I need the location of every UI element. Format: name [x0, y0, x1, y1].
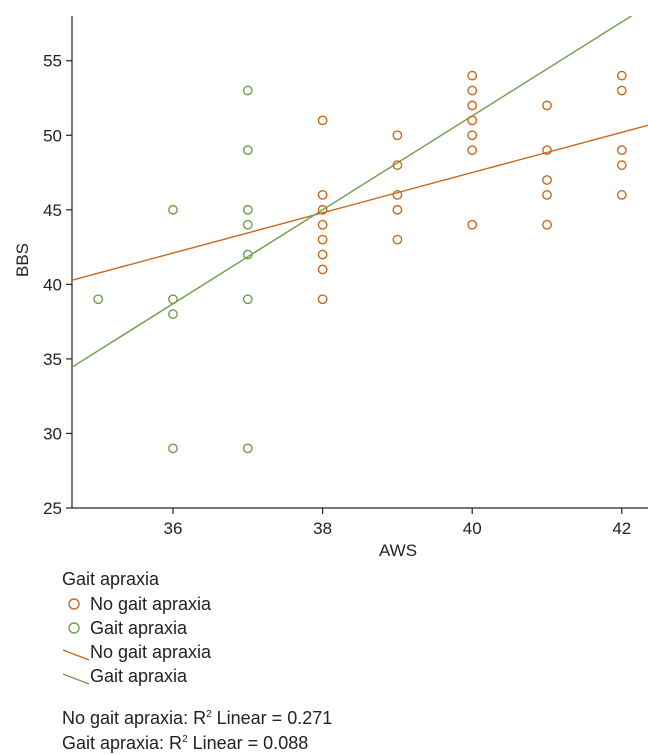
legend-title-text: Gait apraxia [62, 569, 160, 589]
point-no-gait-apraxia [317, 249, 328, 260]
plot-area: 25 30 35 40 45 50 55 36 38 40 42 [43, 16, 648, 538]
legend: Gait apraxia No gait apraxia Gait apraxi… [62, 566, 211, 688]
point-no-gait-apraxia [317, 264, 328, 275]
point-no-gait-apraxia [542, 145, 552, 156]
point-no-gait-apraxia [317, 219, 328, 230]
fit-notes: No gait apraxia: R2 Linear = 0.271 Gait … [62, 704, 332, 754]
point-gait-apraxia [242, 85, 253, 96]
fit-line-gait-apraxia [72, 16, 633, 368]
point-no-gait-apraxia [392, 190, 403, 200]
point-no-gait-apraxia [542, 219, 552, 230]
y-tick-label: 40 [43, 275, 62, 294]
green-circle-icon [68, 622, 80, 634]
y-tick-label: 25 [43, 499, 62, 518]
point-gait-apraxia [168, 443, 178, 454]
point-no-gait-apraxia [467, 145, 478, 156]
legend-label: No gait apraxia [90, 642, 212, 662]
x-axis-title: AWS [379, 541, 417, 560]
point-no-gait-apraxia [392, 160, 403, 170]
y-tick-label: 35 [43, 350, 62, 369]
point-no-gait-apraxia [392, 130, 403, 141]
point-no-gait-apraxia [467, 115, 478, 126]
legend-item-no-gait-line: No gait apraxia [62, 640, 211, 664]
x-tick-label: 42 [612, 519, 631, 538]
point-gait-apraxia [168, 294, 178, 305]
legend-item-no-gait-marker: No gait apraxia [62, 592, 211, 616]
y-tick-label: 45 [43, 201, 62, 220]
point-no-gait-apraxia [317, 115, 328, 126]
x-tick-label: 36 [164, 519, 183, 538]
fit-note-text: Linear = 0.088 [187, 733, 309, 753]
point-gait-apraxia [242, 145, 253, 156]
legend-item-gait-marker: Gait apraxia [62, 616, 211, 640]
point-no-gait-apraxia [317, 190, 328, 200]
point-no-gait-apraxia [616, 190, 627, 200]
y-tick-label: 55 [43, 52, 62, 71]
point-no-gait-apraxia [467, 70, 478, 81]
x-tick-label: 38 [313, 519, 332, 538]
fit-note-text: Gait apraxia: R [62, 733, 183, 753]
point-gait-apraxia [242, 204, 253, 215]
scatter-chart: 25 30 35 40 45 50 55 36 38 40 42 AWS BBS [13, 16, 648, 560]
point-no-gait-apraxia [542, 190, 552, 200]
point-no-gait-apraxia [392, 204, 403, 215]
fit-note-no-gait: No gait apraxia: R2 Linear = 0.271 [62, 704, 332, 729]
y-axis-title: BBS [13, 243, 32, 277]
orange-line-icon [62, 649, 90, 661]
fit-line-no-gait-apraxia [72, 124, 648, 281]
point-no-gait-apraxia [616, 70, 627, 81]
point-no-gait-apraxia [542, 100, 552, 111]
legend-title: Gait apraxia [62, 566, 211, 592]
fit-note-gait: Gait apraxia: R2 Linear = 0.088 [62, 729, 332, 754]
point-no-gait-apraxia [392, 234, 403, 245]
fit-note-sup: 2 [206, 709, 212, 720]
legend-label: Gait apraxia [90, 618, 188, 638]
point-no-gait-apraxia [616, 85, 627, 96]
legend-item-gait-line: Gait apraxia [62, 664, 211, 688]
legend-label: No gait apraxia [90, 594, 212, 614]
point-no-gait-apraxia [467, 130, 478, 141]
point-gait-apraxia [242, 443, 253, 454]
legend-label: Gait apraxia [90, 666, 188, 686]
point-no-gait-apraxia [467, 219, 478, 230]
point-gait-apraxia [93, 294, 104, 305]
green-line-icon [62, 673, 90, 685]
point-gait-apraxia [242, 219, 253, 230]
point-no-gait-apraxia [467, 85, 478, 96]
point-no-gait-apraxia [317, 294, 328, 305]
point-no-gait-apraxia [467, 100, 478, 111]
x-tick-label: 40 [463, 519, 482, 538]
y-tick-label: 50 [43, 126, 62, 145]
fit-note-text: Linear = 0.271 [211, 708, 333, 728]
point-no-gait-apraxia [317, 234, 328, 245]
fit-note-sup: 2 [182, 734, 188, 745]
point-gait-apraxia [242, 294, 253, 305]
orange-circle-icon [68, 598, 80, 610]
fit-note-text: No gait apraxia: R [62, 708, 207, 728]
y-tick-label: 30 [43, 424, 62, 443]
point-gait-apraxia [168, 204, 178, 215]
point-no-gait-apraxia [542, 175, 552, 185]
point-no-gait-apraxia [616, 145, 627, 156]
point-gait-apraxia [168, 309, 178, 320]
point-no-gait-apraxia [616, 160, 627, 170]
point-no-gait-apraxia [317, 204, 328, 215]
point-gait-apraxia [242, 249, 253, 260]
